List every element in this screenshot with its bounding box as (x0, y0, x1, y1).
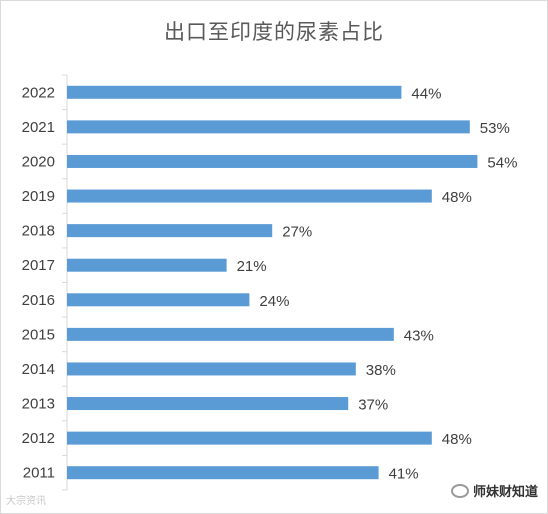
data-label: 48% (442, 431, 472, 448)
category-label: 2014 (22, 361, 55, 378)
category-label: 2017 (22, 257, 55, 274)
data-label: 27% (282, 224, 312, 241)
bar-2018 (67, 224, 273, 238)
data-label: 37% (358, 397, 388, 414)
category-label: 2012 (22, 430, 55, 447)
data-label: 43% (404, 327, 434, 344)
bar-2011 (67, 466, 379, 480)
bar-2015 (67, 327, 394, 341)
category-label: 2011 (23, 465, 55, 482)
bar-2021 (67, 120, 470, 134)
watermark-right-text: 师妹财知道 (472, 485, 538, 500)
wechat-icon (450, 483, 469, 498)
category-label: 2021 (22, 119, 55, 136)
bar-2013 (67, 397, 349, 411)
data-label: 38% (366, 362, 396, 379)
bar-2019 (67, 189, 432, 203)
data-label: 53% (480, 120, 510, 137)
category-label: 2018 (22, 223, 55, 240)
category-label: 2013 (22, 396, 55, 413)
category-label: 2015 (22, 326, 55, 343)
bar-2017 (67, 258, 227, 272)
category-label: 2019 (22, 188, 55, 205)
category-label: 2022 (22, 84, 55, 101)
watermark-left: 大宗资讯 (6, 496, 46, 507)
bar-2020 (67, 154, 478, 168)
bar-2014 (67, 362, 356, 376)
data-label: 54% (487, 154, 517, 171)
chart-title: 出口至印度的尿素占比 (164, 20, 384, 44)
data-label: 21% (237, 258, 267, 275)
bar-2012 (67, 431, 432, 445)
category-label: 2020 (22, 153, 55, 170)
category-label: 2016 (22, 292, 55, 309)
data-label: 44% (411, 85, 441, 102)
data-label: 48% (442, 189, 472, 206)
data-label: 41% (389, 466, 419, 483)
watermark-right: 师妹财知道 (450, 481, 538, 500)
bar-2022 (67, 85, 402, 99)
data-label: 24% (259, 293, 289, 310)
bar-2016 (67, 293, 250, 307)
